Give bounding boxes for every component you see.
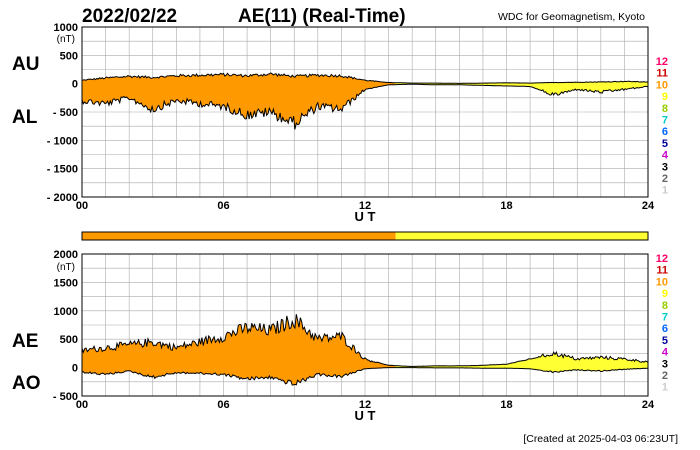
activity-segment (82, 232, 396, 240)
activity-bar-frame (81, 231, 649, 241)
x-tick-label: 06 (217, 399, 229, 411)
x-tick-label: 00 (76, 200, 88, 212)
area-active (82, 73, 396, 130)
scale-level-7: 7 (662, 115, 668, 127)
x-tick-label: 24 (642, 200, 655, 212)
scale-level-12: 12 (656, 56, 668, 68)
x-tick-label: 12 (359, 200, 371, 212)
series-ae-line (81, 314, 649, 368)
scale-level-4: 4 (662, 150, 669, 162)
series-au-line (81, 72, 649, 84)
x-tick-label: 18 (500, 399, 512, 411)
plot-frame (81, 253, 649, 397)
y-tick-label: - 2000 (47, 192, 78, 204)
scale-level-1: 1 (662, 185, 668, 197)
x-axis-label: U T (355, 408, 376, 423)
scale-level-6: 6 (662, 126, 668, 138)
x-tick-label: 24 (642, 399, 655, 411)
series-label-ao: AO (12, 373, 41, 394)
y-tick-label: 2000 (54, 249, 78, 261)
scale-level-12: 12 (656, 253, 668, 265)
x-tick-label: 18 (500, 200, 512, 212)
series-ao-line (81, 367, 649, 386)
y-tick-label: 1000 (54, 306, 78, 318)
x-tick-label: 06 (217, 200, 229, 212)
activity-segment (395, 232, 648, 240)
y-tick-label: - 500 (53, 391, 78, 403)
created-timestamp: [Created at 2025-04-03 06:23UT] (523, 433, 678, 445)
y-tick-label: 0 (72, 79, 78, 91)
x-tick-label: 00 (76, 399, 88, 411)
series-label-al: AL (12, 107, 38, 128)
series-label-ae: AE (12, 331, 38, 352)
scale-level-11: 11 (656, 265, 668, 277)
scale-level-8: 8 (662, 300, 668, 312)
y-tick-label: 1000 (54, 22, 78, 34)
x-tick-label: 12 (359, 399, 371, 411)
series-label-au: AU (12, 54, 39, 75)
scale-level-11: 11 (656, 68, 668, 80)
area-active (82, 314, 396, 385)
chart-title: AE(11) (Real-Time) (238, 6, 406, 27)
scale-level-10: 10 (656, 276, 668, 288)
scale-level-4: 4 (662, 347, 669, 359)
units-label-bottom: (nT) (57, 262, 75, 273)
units-label-top: (nT) (57, 34, 75, 45)
y-tick-label: - 1500 (47, 164, 78, 176)
y-tick-label: 500 (60, 334, 78, 346)
series-al-line (81, 83, 649, 130)
scale-level-9: 9 (662, 91, 668, 103)
scale-level-2: 2 (662, 173, 668, 185)
chart-date: 2022/02/22 (82, 6, 177, 27)
activity-level-bar (81, 231, 649, 241)
y-tick-label: 1500 (54, 277, 78, 289)
scale-level-10: 10 (656, 79, 668, 91)
x-axis-label: U T (355, 209, 376, 224)
scale-level-5: 5 (662, 335, 668, 347)
scale-level-7: 7 (662, 312, 668, 324)
scale-level-8: 8 (662, 103, 668, 115)
scale-level-1: 1 (662, 382, 668, 394)
scale-level-3: 3 (662, 161, 668, 173)
data-source: WDC for Geomagnetism, Kyoto (498, 11, 645, 23)
plot-frame (81, 26, 649, 198)
y-tick-label: 0 (72, 363, 78, 375)
y-tick-label: 500 (60, 50, 78, 62)
scale-level-6: 6 (662, 323, 668, 335)
scale-level-5: 5 (662, 138, 668, 150)
y-tick-label: - 500 (53, 107, 78, 119)
scale-level-3: 3 (662, 358, 668, 370)
scale-level-2: 2 (662, 370, 668, 382)
area-quiet (394, 352, 648, 373)
y-tick-label: - 1000 (47, 135, 78, 147)
scale-level-9: 9 (662, 288, 668, 300)
